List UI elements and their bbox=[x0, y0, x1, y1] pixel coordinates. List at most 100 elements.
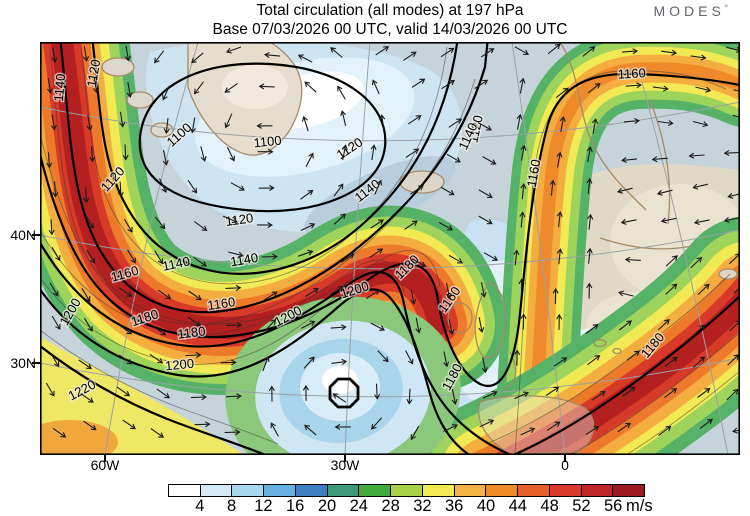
wind-arrow bbox=[693, 324, 706, 337]
colorbar-cell bbox=[295, 485, 328, 496]
colorbar-cell bbox=[613, 485, 645, 496]
wind-arrow bbox=[46, 152, 53, 169]
ytick-label-40n: 40N bbox=[10, 227, 36, 243]
wind-arrow bbox=[410, 425, 420, 441]
wind-arrow bbox=[187, 316, 202, 327]
wind-arrow bbox=[556, 211, 563, 228]
colorbar-tick-label: 40 bbox=[476, 497, 496, 515]
wind-arrow bbox=[697, 283, 710, 295]
wind-arrow bbox=[226, 322, 243, 329]
wind-arrow bbox=[190, 52, 204, 64]
wind-arrow bbox=[370, 219, 384, 229]
wind-arrow bbox=[224, 113, 233, 129]
wind-arrow bbox=[154, 50, 165, 64]
wind-arrow bbox=[480, 281, 487, 298]
wind-arrow bbox=[591, 118, 599, 134]
wind-arrow bbox=[119, 111, 126, 128]
wind-arrow bbox=[230, 182, 245, 191]
wind-arrow bbox=[657, 119, 674, 127]
contour-1180 bbox=[40, 240, 514, 455]
wind-arrow bbox=[514, 349, 521, 366]
wind-arrow bbox=[622, 48, 639, 55]
colorbar-tick-label: 20 bbox=[317, 497, 337, 515]
wind-arrow bbox=[150, 428, 165, 438]
wind-arrows bbox=[45, 43, 740, 441]
wind-arrow bbox=[334, 423, 351, 430]
wind-arrow bbox=[582, 46, 596, 57]
wind-arrow bbox=[300, 223, 316, 231]
wind-arrow bbox=[305, 152, 314, 168]
contour-label-1160: 1160 bbox=[617, 65, 646, 81]
colorbar-cell bbox=[549, 485, 582, 496]
ytick-label-30n: 30N bbox=[10, 355, 36, 371]
wind-arrow bbox=[48, 219, 55, 236]
streamfunction-contours bbox=[40, 42, 740, 455]
wind-arrow bbox=[440, 186, 455, 196]
wind-arrow bbox=[329, 286, 344, 296]
wind-arrow bbox=[85, 214, 94, 229]
contour-label-1120: 1120 bbox=[224, 210, 254, 229]
wind-arrow bbox=[303, 356, 315, 369]
wind-arrow bbox=[660, 217, 677, 224]
wind-arrow bbox=[117, 181, 124, 198]
colorbar-tick-label: 28 bbox=[381, 497, 400, 515]
wind-arrow bbox=[50, 114, 57, 131]
wind-arrow bbox=[163, 118, 170, 135]
wind-arrow bbox=[118, 324, 133, 335]
wind-arrow bbox=[520, 313, 527, 330]
wind-arrow bbox=[379, 114, 386, 131]
wind-arrow bbox=[587, 355, 601, 366]
colorbar-tick-label: 4 bbox=[195, 497, 205, 515]
wind-arrow bbox=[624, 256, 641, 263]
colorbar-tick-label: 52 bbox=[572, 497, 591, 515]
wind-arrow bbox=[220, 359, 237, 366]
wind-arrow bbox=[697, 387, 711, 398]
xtick-label-30w: 30W bbox=[330, 457, 360, 473]
wind-arrow bbox=[622, 386, 636, 397]
wind-arrow bbox=[733, 89, 740, 93]
wind-arrow bbox=[154, 216, 166, 230]
contour-label-1160: 1160 bbox=[524, 158, 544, 188]
wind-arrow bbox=[618, 290, 634, 297]
wind-arrow bbox=[438, 221, 454, 231]
colorbar-cell bbox=[391, 485, 423, 496]
wind-arrow bbox=[625, 82, 642, 89]
wind-arrow bbox=[305, 288, 319, 297]
iberia bbox=[478, 395, 595, 455]
wind-arrow bbox=[404, 220, 418, 230]
closed-low-contour-octagon bbox=[328, 377, 360, 409]
ytick-mark bbox=[32, 362, 40, 364]
wind-arrow bbox=[547, 43, 561, 55]
colorbar-cell bbox=[232, 485, 265, 496]
colorbar-cell bbox=[327, 485, 360, 496]
wind-arrow bbox=[478, 215, 493, 225]
wind-arrow bbox=[482, 156, 497, 165]
wind-arrow bbox=[51, 47, 58, 64]
wind-arrow bbox=[375, 46, 390, 56]
wind-arrow bbox=[258, 83, 275, 90]
wind-arrow bbox=[122, 144, 129, 161]
wind-arrow bbox=[302, 384, 310, 401]
wind-arrow bbox=[83, 420, 97, 431]
colorbar bbox=[168, 484, 645, 497]
contour-label-1140: 1140 bbox=[51, 73, 68, 102]
wind-arrow bbox=[226, 146, 236, 162]
wind-arrow bbox=[369, 248, 384, 258]
wind-arrow bbox=[693, 219, 710, 226]
modes-logo-mark: ° bbox=[724, 3, 728, 13]
wind-arrow bbox=[514, 391, 529, 400]
wind-arrow bbox=[411, 258, 427, 267]
map-canvas: 1100 1100 1120 1120 1120 1120 1120 1140 1140 1140… bbox=[40, 42, 740, 455]
colorbar-tick-label: 48 bbox=[540, 497, 559, 515]
wind-arrow bbox=[52, 427, 67, 438]
wind-arrow bbox=[451, 388, 458, 405]
balearic-island bbox=[612, 347, 622, 355]
xtick-mark bbox=[344, 455, 346, 462]
wind-arrow bbox=[52, 181, 59, 198]
wind-arrow bbox=[688, 152, 705, 159]
wind-arrow bbox=[156, 388, 171, 399]
wind-arrow bbox=[374, 179, 383, 195]
wind-arrow bbox=[162, 149, 169, 166]
